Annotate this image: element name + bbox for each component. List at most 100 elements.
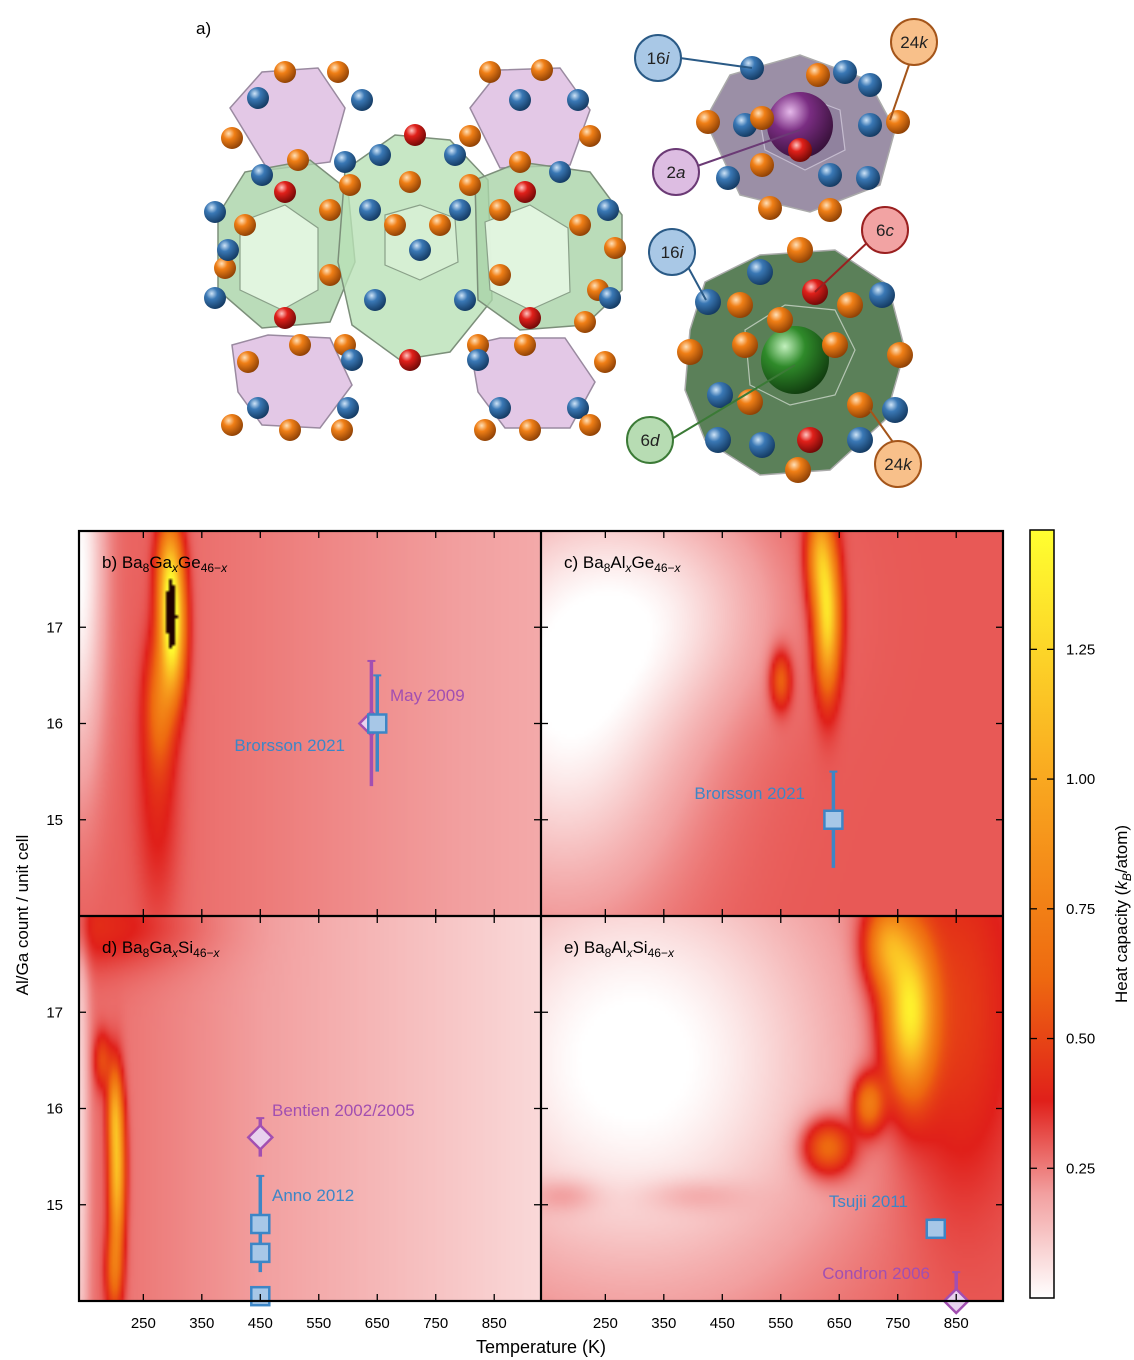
svg-text:2a: 2a xyxy=(667,163,686,182)
framework-atom xyxy=(449,199,471,221)
framework-atom xyxy=(454,289,476,311)
cage-atom xyxy=(869,282,895,308)
x-tick-label: 750 xyxy=(423,1315,448,1332)
reference-marker xyxy=(823,770,844,868)
site-leader-lines xyxy=(669,57,911,446)
site-label-16i: 16i xyxy=(634,34,682,82)
framework-atom xyxy=(247,87,269,109)
framework-atom xyxy=(531,59,553,81)
framework-atom xyxy=(214,257,236,279)
cage-atom xyxy=(837,292,863,318)
cage-atom xyxy=(822,332,848,358)
cage-atom xyxy=(716,166,740,190)
framework-atom xyxy=(509,151,531,173)
colorbar-tick-label: 0.25 xyxy=(1066,1160,1095,1177)
cage-atom xyxy=(788,138,812,162)
framework-atoms xyxy=(204,59,626,441)
framework-atom xyxy=(237,351,259,373)
svg-text:24k: 24k xyxy=(884,455,913,474)
cage-atom xyxy=(886,110,910,134)
heatmap-grid: b) Ba8GaxGe46−x c) Ba8AlxGe46−x d) Ba8GaxS… xyxy=(79,531,1003,1315)
cage-atom xyxy=(858,113,882,137)
cage-atom xyxy=(887,342,913,368)
site-labels: 16i 24k 2a 16i 6c 6d 24k xyxy=(626,18,938,488)
y-tick-label: 17 xyxy=(46,1004,63,1021)
x-tick-label: 850 xyxy=(482,1315,507,1332)
reference-label: Tsujii 2011 xyxy=(829,1192,908,1211)
framework-atom xyxy=(399,349,421,371)
framework-atom xyxy=(514,334,536,356)
cage-atom xyxy=(677,339,703,365)
colorbar-tick-label: 1.00 xyxy=(1066,771,1095,788)
panel-compound-label: c) Ba8AlxGe46−x xyxy=(564,553,682,575)
reference-label: Anno 2012 xyxy=(272,1186,354,1205)
y-axis-label: Al/Ga count / unit cell xyxy=(13,835,32,996)
framework-atom xyxy=(467,349,489,371)
reference-label: Brorsson 2021 xyxy=(234,736,345,755)
framework-atom xyxy=(489,397,511,419)
guest-atom-2a xyxy=(767,92,833,158)
cage-atom xyxy=(732,332,758,358)
framework-atom xyxy=(287,149,309,171)
framework-atom xyxy=(331,419,353,441)
framework-atom xyxy=(279,419,301,441)
reference-marker xyxy=(367,674,388,772)
framework-atom xyxy=(597,199,619,221)
reference-marker xyxy=(250,1174,271,1273)
cage-atom xyxy=(750,106,774,130)
x-tick-label: 750 xyxy=(885,1315,910,1332)
site-label-2a: 2a xyxy=(652,148,700,196)
framework-atom xyxy=(221,127,243,149)
svg-text:6c: 6c xyxy=(876,221,894,240)
svg-text:24k: 24k xyxy=(900,33,929,52)
x-tick-label: 550 xyxy=(306,1315,331,1332)
heatmap-panel-d: d) Ba8GaxSi46−x xyxy=(79,916,541,1307)
reference-marker xyxy=(246,1117,275,1157)
framework-atom xyxy=(274,307,296,329)
heatmap-axes: 250 350 450 550 650 750 850 250 350 450 550 650 750 8… xyxy=(46,529,1005,1332)
x-tick-label: 650 xyxy=(827,1315,852,1332)
framework-atom xyxy=(341,349,363,371)
framework-atom xyxy=(567,89,589,111)
cage-atom xyxy=(747,259,773,285)
guest-atom-6d xyxy=(761,326,829,394)
framework-atom xyxy=(579,125,601,147)
y-tick-label: 15 xyxy=(46,812,63,829)
heatmap-panel-c: c) Ba8AlxGe46−x xyxy=(541,531,1003,916)
y-tick-label: 16 xyxy=(46,1101,63,1118)
cage-atom xyxy=(818,198,842,222)
framework-atom xyxy=(204,201,226,223)
framework-atom xyxy=(337,397,359,419)
heatmap-field xyxy=(79,531,541,916)
framework-atom xyxy=(459,174,481,196)
cage-atom xyxy=(856,166,880,190)
framework-atom xyxy=(384,214,406,236)
cage-atom xyxy=(749,432,775,458)
colorbar: 0.25 0.50 0.75 1.00 1.25 Heat capacity (kB/a… xyxy=(1029,529,1134,1299)
cage-atom xyxy=(705,427,731,453)
framework-atom xyxy=(599,287,621,309)
reference-marker xyxy=(250,1242,271,1264)
framework-atom xyxy=(369,144,391,166)
site-label-6c: 6c xyxy=(861,206,909,254)
cage-atom xyxy=(833,60,857,84)
framework-atom xyxy=(549,161,571,183)
framework-atom xyxy=(514,181,536,203)
colorbar-tick-label: 1.25 xyxy=(1066,641,1095,658)
colorbar-tick-label: 0.75 xyxy=(1066,901,1095,918)
x-tick-label: 350 xyxy=(651,1315,676,1332)
framework-atom xyxy=(509,89,531,111)
framework-atom xyxy=(519,419,541,441)
reference-label: Bentien 2002/2005 xyxy=(272,1101,415,1120)
framework-atom xyxy=(404,124,426,146)
x-tick-label: 250 xyxy=(131,1315,156,1332)
cage-atom xyxy=(750,153,774,177)
x-tick-label: 550 xyxy=(768,1315,793,1332)
framework-atom xyxy=(217,239,239,261)
cage-atom xyxy=(727,292,753,318)
panel-compound-label: e) Ba8AlxSi46−x xyxy=(564,938,675,960)
colorbar-label: Heat capacity (kB/atom) xyxy=(1112,825,1134,1003)
framework-atom xyxy=(489,199,511,221)
framework-atom xyxy=(474,419,496,441)
framework-atom xyxy=(459,125,481,147)
